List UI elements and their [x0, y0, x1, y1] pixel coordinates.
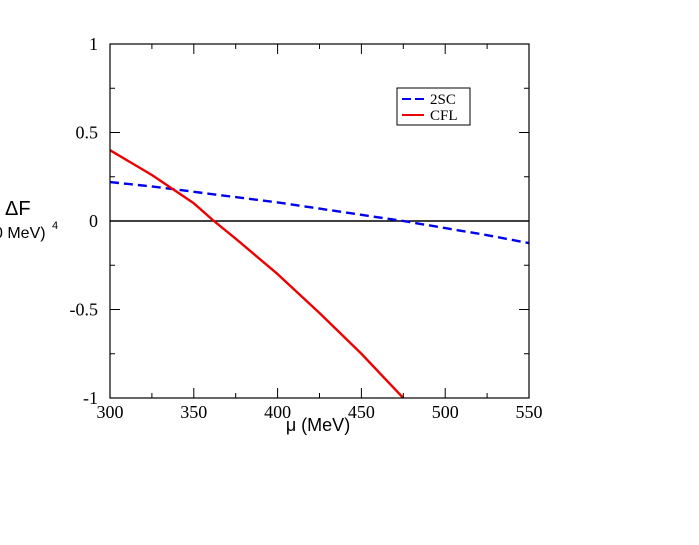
y-tick-label: -0.5 [70, 300, 99, 320]
plot-layer [110, 149, 529, 398]
x-tick-label: 500 [432, 402, 459, 422]
axes-layer: 300 350 400 450 500 550 -1 -0.5 0 0.5 1 [70, 34, 543, 422]
y-axis-label-sub: 0 MeV) [0, 225, 46, 242]
y-axis-label-sup: 4 [52, 220, 58, 232]
legend-box [396, 87, 471, 126]
y-tick-label: -1 [83, 388, 98, 408]
y-tick-label: 0.5 [76, 123, 99, 143]
y-tick-label: 1 [89, 34, 98, 54]
y-tick-label: 0 [89, 211, 98, 231]
x-tick-label: 300 [97, 402, 124, 422]
x-tick-label: 350 [180, 402, 207, 422]
x-tick-label: 450 [348, 402, 375, 422]
x-tick-label: 550 [516, 402, 543, 422]
series-line-cfl [110, 149, 405, 398]
x-axis-label: μ (MeV) [286, 415, 350, 435]
series-line-2sc [110, 180, 529, 245]
legend-label-cfl: CFL [430, 108, 458, 124]
legend-label-2sc: 2SC [430, 92, 456, 108]
y-axis-label-main: ΔF [5, 198, 31, 220]
x-tick-label: 400 [264, 402, 291, 422]
